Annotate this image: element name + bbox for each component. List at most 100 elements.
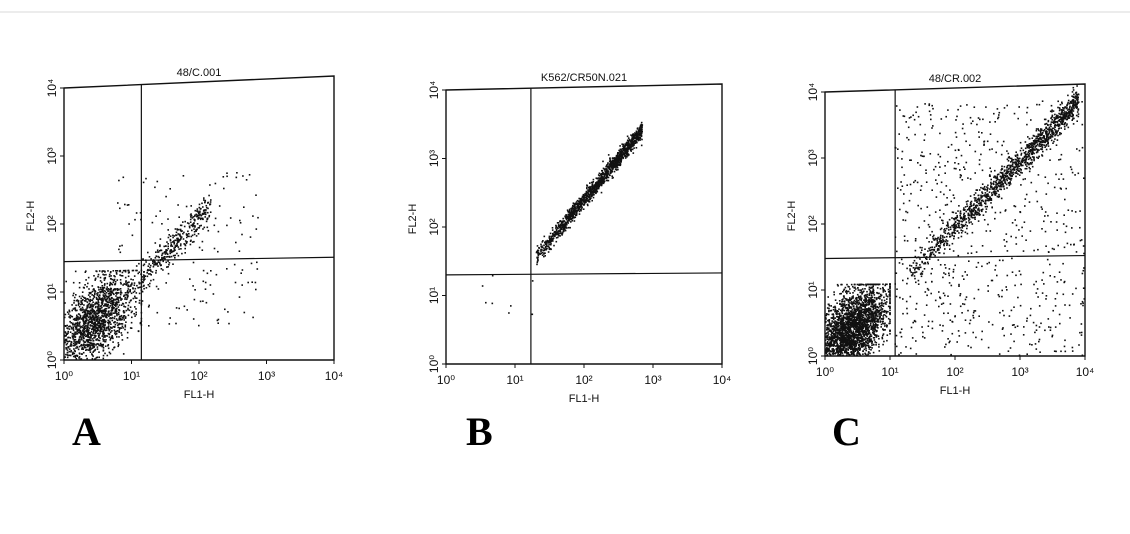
data-point [97,275,99,278]
data-point [625,147,628,149]
data-point [835,345,837,347]
data-point [64,313,67,316]
data-point [113,301,115,304]
data-point [90,339,92,342]
data-point [116,313,118,315]
data-point [543,249,546,252]
data-point [567,213,570,216]
data-point [548,240,550,242]
data-point [880,304,882,307]
data-point [234,281,237,284]
data-point [100,323,102,325]
data-point [557,225,560,228]
data-point [592,187,594,190]
data-point [199,218,202,221]
data-point [851,315,854,317]
data-point [834,334,836,337]
data-point [91,308,93,310]
data-point [72,336,74,339]
data-point [103,297,106,299]
data-point [196,208,199,210]
data-point [633,137,635,139]
data-point [73,307,76,310]
data-point [630,140,633,143]
data-point [177,246,180,248]
data-point [69,314,72,317]
data-point [848,325,850,327]
data-point [598,184,600,187]
data-point [870,292,873,295]
data-point [123,283,125,285]
data-point [91,347,93,350]
data-point [838,331,841,333]
data-point [852,323,855,325]
data-point [866,323,868,326]
data-point [592,185,594,187]
data-point [84,284,86,286]
data-point [115,302,117,304]
data-point [69,354,72,357]
data-point [85,313,87,316]
data-point [108,328,110,331]
data-point [87,298,90,301]
data-point [126,291,128,294]
data-point [559,220,562,223]
data-point [69,348,71,350]
data-point [89,305,92,307]
data-point [118,296,120,299]
data-point [76,355,79,357]
data-point [171,241,174,243]
data-point [832,318,835,321]
data-point [187,235,189,237]
data-point [102,332,104,334]
data-point [74,356,77,358]
data-point [126,331,129,334]
data-point [69,317,71,319]
data-point [551,229,554,231]
data-point [143,276,146,279]
data-point [165,282,167,284]
data-point [612,159,614,161]
data-point [846,317,849,320]
data-point [585,201,587,204]
data-point [548,237,551,239]
data-point [104,313,106,315]
data-point [850,340,852,343]
data-point [198,227,201,229]
data-point [87,316,90,318]
data-point [110,323,112,325]
data-point [96,319,99,321]
data-point [840,343,842,345]
data-point [91,285,94,287]
data-point [255,288,257,291]
data-point [847,290,850,293]
data-point [148,273,150,275]
data-point [845,331,847,333]
data-point [201,217,204,220]
data-point [89,349,91,352]
data-point [79,325,81,327]
data-point [87,305,89,307]
data-point [828,320,830,323]
data-point [185,242,188,245]
data-point [866,330,869,332]
data-point [70,343,73,346]
data-point [882,305,885,307]
data-point [83,343,85,345]
data-point [567,222,569,224]
data-point [81,332,83,335]
data-point [117,298,119,301]
data-point [553,234,555,236]
data-point [98,351,100,353]
data-point [140,218,142,221]
data-point [886,298,888,300]
data-point [560,223,562,226]
data-point [199,213,201,216]
data-point [135,292,138,294]
data-point [83,346,86,349]
data-point [123,295,125,297]
data-point [843,322,845,324]
data-point [871,344,873,346]
data-point [578,207,580,210]
data-point [178,248,180,250]
